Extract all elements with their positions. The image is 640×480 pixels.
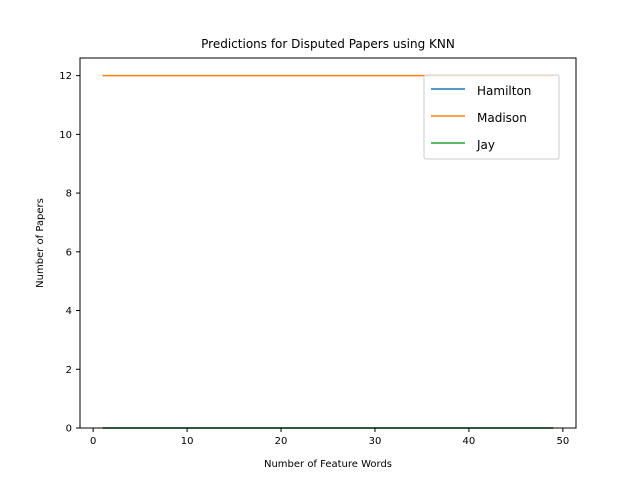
y-tick-label: 10: [59, 130, 72, 141]
x-tick-label: 40: [463, 436, 476, 447]
x-tick-label: 20: [275, 436, 288, 447]
y-tick-label: 2: [66, 365, 72, 376]
y-tick-label: 8: [66, 189, 72, 200]
x-axis-label: Number of Feature Words: [264, 459, 392, 470]
x-axis: 0 10 20 30 40 50: [90, 428, 569, 447]
legend-label-hamilton: Hamilton: [477, 84, 531, 98]
legend-label-madison: Madison: [477, 111, 527, 125]
x-tick-label: 0: [90, 436, 96, 447]
legend: Hamilton Madison Jay: [423, 74, 560, 160]
y-axis: 0 2 4 6 8 10 12: [59, 71, 80, 435]
x-tick-label: 30: [369, 436, 382, 447]
y-tick-label: 6: [66, 247, 72, 258]
y-tick-label: 12: [59, 71, 72, 82]
x-tick-label: 10: [181, 436, 194, 447]
legend-box: [423, 74, 560, 160]
y-tick-label: 0: [66, 424, 72, 435]
legend-label-jay: Jay: [476, 138, 495, 152]
x-tick-label: 50: [556, 436, 569, 447]
plot-frame: [79, 57, 577, 429]
chart-title: Predictions for Disputed Papers using KN…: [201, 37, 455, 51]
y-axis-label: Number of Papers: [35, 198, 46, 288]
y-tick-label: 4: [66, 306, 72, 317]
